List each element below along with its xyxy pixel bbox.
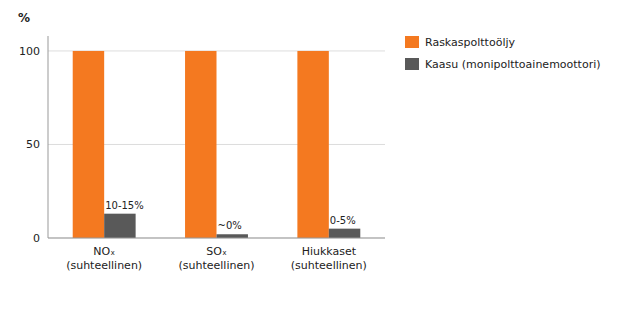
grid-line: [48, 238, 385, 239]
bars: [73, 51, 361, 238]
y-axis-line: [48, 36, 49, 238]
x-axis-line: [48, 238, 385, 239]
y-tick-label: 0: [33, 232, 40, 245]
chart-container: 0 50 100% 10-15% ~0% 0-5% NOₓ(suhteellinen) SOₓ…: [0, 0, 620, 311]
data-label: ~0%: [218, 220, 242, 231]
x-tick-label: SOₓ(suhteellinen): [179, 245, 255, 272]
bar: [329, 229, 360, 238]
data-label: 0-5%: [330, 215, 356, 226]
bar: [217, 234, 248, 238]
legend-swatch: [405, 36, 419, 48]
bar: [104, 214, 135, 238]
x-tick-label: NOₓ(suhteellinen): [66, 245, 142, 272]
bar: [73, 51, 104, 238]
legend: Raskaspolttoöljy Kaasu (monipolttoainemoo…: [405, 36, 601, 71]
chart: 0 50 100% 10-15% ~0% 0-5% NOₓ(suhteellinen) SOₓ…: [0, 0, 620, 311]
y-tick-label: 50: [26, 138, 40, 151]
grid: [48, 51, 385, 238]
bar: [297, 51, 328, 238]
y-axis-label: %: [18, 11, 30, 25]
bar: [185, 51, 216, 238]
legend-swatch: [405, 58, 419, 70]
x-tick-label: Hiukkaset(suhteellinen): [291, 245, 367, 272]
legend-label: Kaasu (monipolttoainemoottori): [425, 58, 601, 71]
data-label: 10-15%: [105, 200, 144, 211]
legend-label: Raskaspolttoöljy: [425, 36, 515, 49]
y-tick-label: 100: [19, 45, 40, 58]
